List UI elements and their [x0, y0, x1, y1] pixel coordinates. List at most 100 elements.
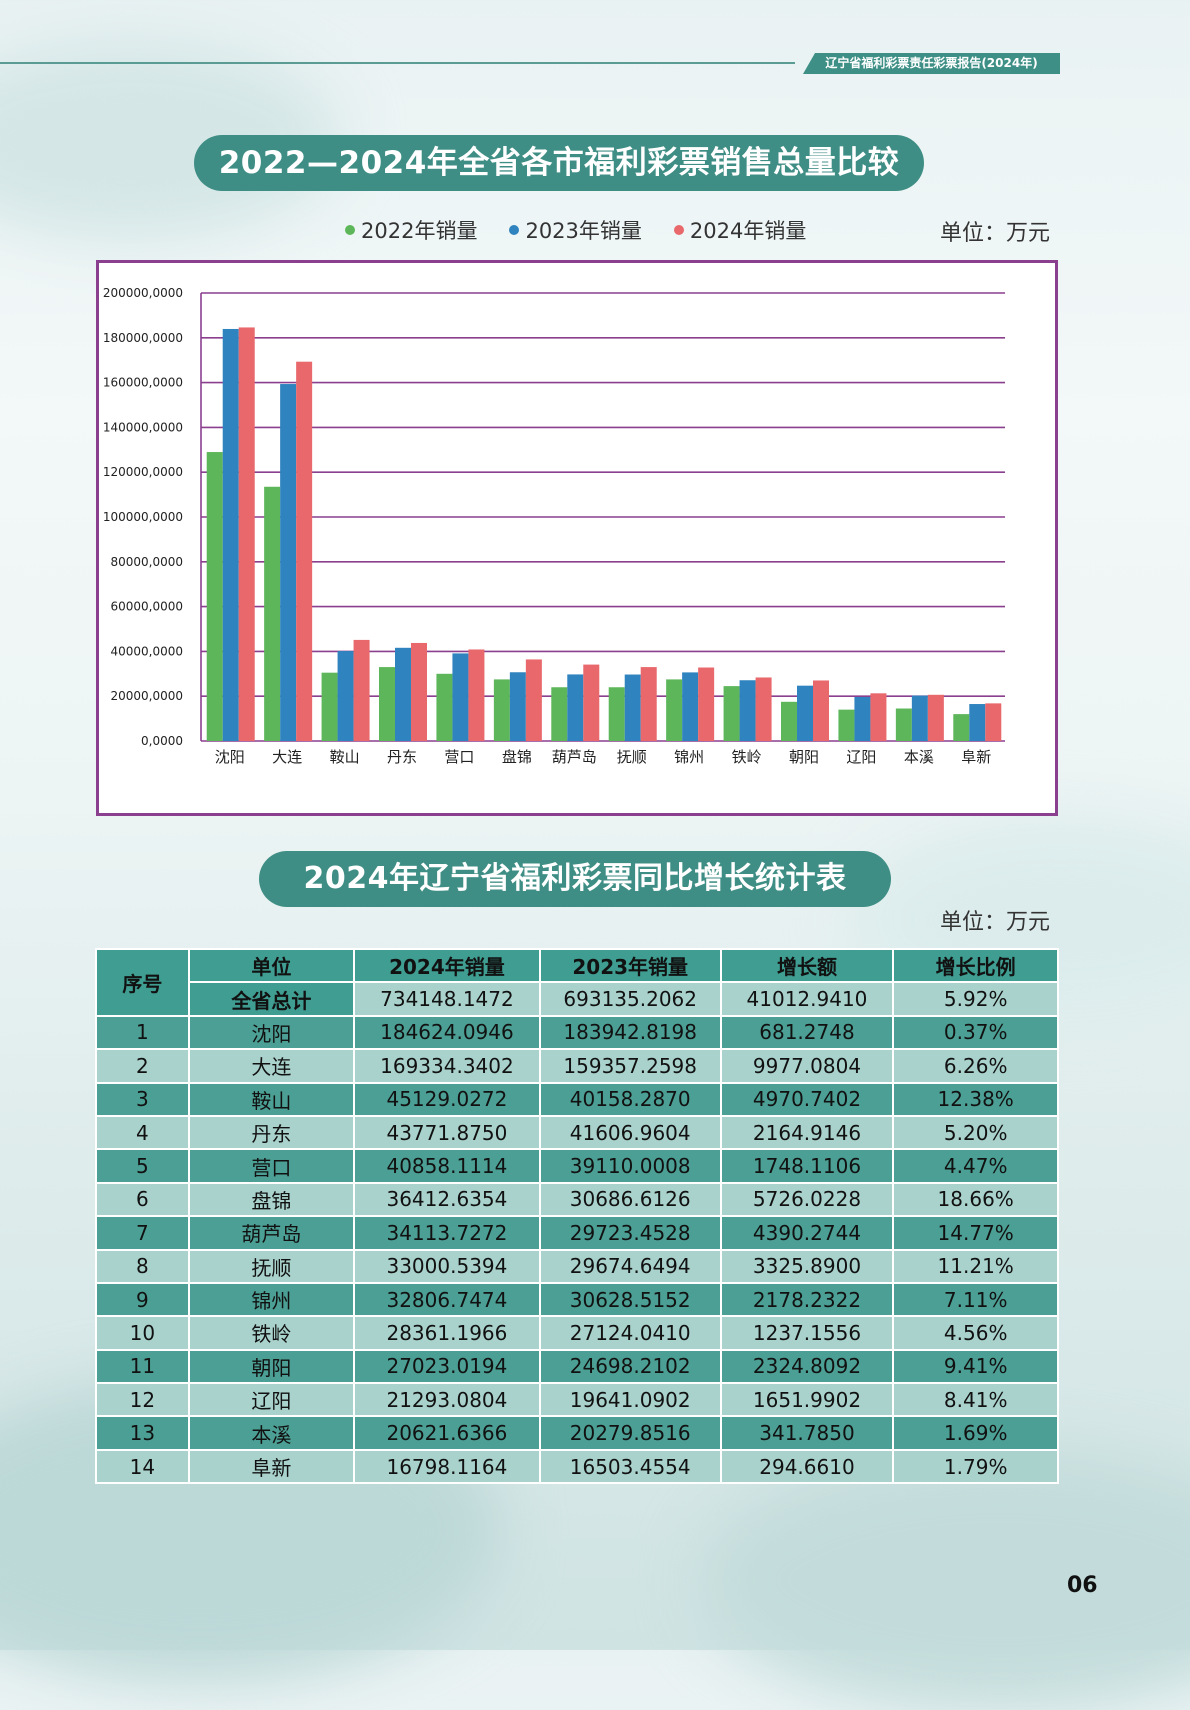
legend-swatch-2022: [345, 225, 355, 235]
row-index: 2: [95, 1048, 190, 1084]
row-index: 14: [95, 1448, 190, 1485]
bar-2024年销量: [583, 664, 600, 741]
y-tick-label: 180000,0000: [103, 331, 183, 345]
bar-2022年销量: [895, 708, 912, 741]
bar-2023年销量: [969, 704, 986, 741]
bar-2022年销量: [781, 701, 797, 741]
bar-2023年销量: [854, 697, 871, 741]
row-growth: 9977.0804: [719, 1048, 895, 1084]
row-2024: 32806.7474: [353, 1281, 541, 1318]
table-row: 8 抚顺 33000.5394 29674.6494 3325.8900 11.21%: [95, 1248, 1059, 1284]
total-ratio: 5.92%: [892, 981, 1059, 1017]
row-2023: 20279.8516: [538, 1415, 722, 1451]
table-row: 13 本溪 20621.6366 20279.8516 341.7850 1.69%: [95, 1415, 1059, 1451]
row-2023: 27124.0410: [538, 1315, 722, 1351]
legend-label-2022: 2022年销量: [361, 219, 478, 243]
row-growth: 681.2748: [719, 1014, 895, 1051]
row-ratio: 6.26%: [892, 1048, 1059, 1084]
bar-2024年销量: [985, 703, 1002, 741]
row-ratio: 11.21%: [892, 1248, 1059, 1284]
header-ratio: 增长比例: [892, 947, 1059, 984]
row-index: 9: [95, 1281, 190, 1318]
row-2023: 29723.4528: [538, 1215, 722, 1251]
row-2024: 40858.1114: [353, 1148, 541, 1184]
row-ratio: 12.38%: [892, 1081, 1059, 1117]
row-2023: 40158.2870: [538, 1081, 722, 1117]
x-tick-label: 盘锦: [502, 748, 532, 766]
row-2023: 41606.9604: [538, 1114, 722, 1151]
row-index: 3: [95, 1081, 190, 1117]
row-growth: 1748.1106: [719, 1148, 895, 1184]
table-row: 7 葫芦岛 34113.7272 29723.4528 4390.2744 14.77%: [95, 1215, 1059, 1251]
total-growth: 41012.9410: [719, 981, 895, 1017]
x-tick-label: 本溪: [904, 748, 934, 766]
y-tick-label: 140000,0000: [103, 420, 183, 434]
row-2023: 30686.6126: [538, 1181, 722, 1218]
x-tick-label: 阜新: [961, 748, 991, 766]
x-tick-label: 抚顺: [617, 748, 647, 766]
row-index: 7: [95, 1215, 190, 1251]
page-number: 06: [1067, 1573, 1098, 1598]
legend-item-2023: 2023年销量: [509, 215, 642, 245]
growth-stats-table: 序号 单位 2024年销量 2023年销量 增长额 增长比例 全省总计 7341…: [95, 947, 1059, 1485]
bar-2022年销量: [666, 679, 683, 741]
y-tick-label: 200000,0000: [103, 286, 183, 300]
row-2024: 28361.1966: [353, 1315, 541, 1351]
bar-2022年销量: [379, 667, 395, 741]
total-2024: 734148.1472: [353, 981, 541, 1017]
row-2023: 29674.6494: [538, 1248, 722, 1284]
bar-2023年销量: [509, 672, 526, 741]
bar-2022年销量: [493, 679, 510, 741]
row-2024: 169334.3402: [353, 1048, 541, 1084]
row-index: 4: [95, 1114, 190, 1151]
bar-2023年销量: [797, 685, 813, 741]
row-2023: 19641.0902: [538, 1382, 722, 1418]
x-tick-label: 葫芦岛: [552, 748, 597, 766]
row-growth: 2178.2322: [719, 1281, 895, 1318]
row-2023: 24698.2102: [538, 1348, 722, 1385]
bar-2024年销量: [296, 361, 313, 741]
y-tick-label: 160000,0000: [103, 376, 183, 390]
header-growth: 增长额: [719, 947, 895, 984]
row-2024: 36412.6354: [353, 1181, 541, 1218]
bar-2022年销量: [436, 673, 453, 741]
row-growth: 341.7850: [719, 1415, 895, 1451]
row-index: 12: [95, 1382, 190, 1418]
table-row: 14 阜新 16798.1164 16503.4554 294.6610 1.79%: [95, 1448, 1059, 1485]
row-growth: 3325.8900: [719, 1248, 895, 1284]
row-2023: 183942.8198: [538, 1014, 722, 1051]
table-row: 6 盘锦 36412.6354 30686.6126 5726.0228 18.66%: [95, 1181, 1059, 1218]
row-index: 5: [95, 1148, 190, 1184]
bar-2022年销量: [264, 486, 281, 741]
x-tick-label: 铁岭: [732, 748, 762, 766]
y-tick-label: 120000,0000: [103, 465, 183, 479]
bar-2024年销量: [755, 677, 772, 741]
row-unit: 鞍山: [187, 1081, 356, 1117]
row-growth: 1651.9902: [719, 1382, 895, 1418]
y-tick-label: 20000,0000: [110, 689, 183, 703]
row-unit: 大连: [187, 1048, 356, 1084]
bar-2022年销量: [551, 687, 568, 741]
table-row: 9 锦州 32806.7474 30628.5152 2178.2322 7.11%: [95, 1281, 1059, 1318]
x-tick-label: 丹东: [387, 748, 417, 766]
header-index: 序号: [95, 948, 190, 1017]
bar-2022年销量: [321, 672, 338, 741]
bar-2024年销量: [353, 639, 370, 741]
bar-2022年销量: [953, 714, 970, 741]
bar-2023年销量: [739, 680, 756, 741]
header-rule: [0, 62, 795, 64]
bar-2024年销量: [698, 667, 715, 741]
sales-bar-chart: 0,0000 20000,0000 40000,0000 60000,0000 8000…: [96, 260, 1058, 816]
row-2024: 43771.8750: [353, 1114, 541, 1151]
table-row: 2 大连 169334.3402 159357.2598 9977.0804 6.26%: [95, 1048, 1059, 1084]
bar-2024年销量: [870, 693, 887, 741]
row-unit: 营口: [187, 1148, 356, 1184]
y-tick-label: 40000,0000: [110, 644, 183, 658]
row-growth: 4970.7402: [719, 1081, 895, 1117]
table-row: 12 辽阳 21293.0804 19641.0902 1651.9902 8.41%: [95, 1382, 1059, 1418]
row-unit: 抚顺: [187, 1248, 356, 1284]
table-title-banner: 2024年辽宁省福利彩票同比增长统计表: [259, 851, 891, 907]
row-ratio: 7.11%: [892, 1281, 1059, 1318]
bar-2023年销量: [395, 647, 411, 741]
x-tick-label: 营口: [444, 748, 474, 766]
